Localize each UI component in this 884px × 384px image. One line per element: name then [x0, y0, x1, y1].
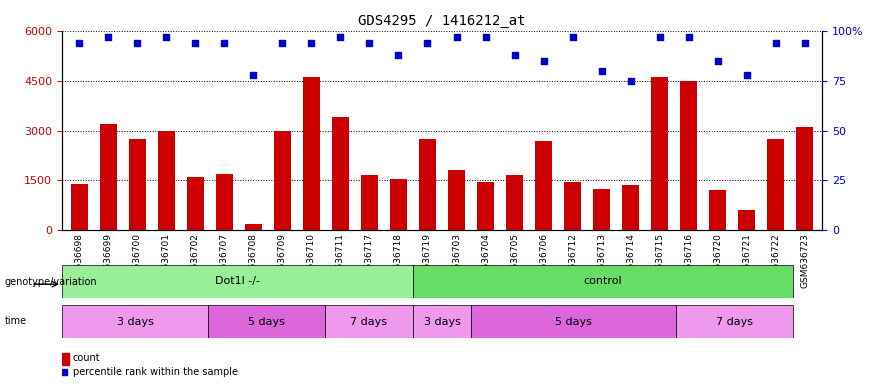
Point: [421, 40, 435, 46]
Bar: [332, 117, 349, 230]
Point: [188, 40, 202, 46]
Point: [566, 34, 580, 40]
Point: [362, 40, 377, 46]
Bar: [651, 77, 668, 230]
Point: [217, 40, 232, 46]
Bar: [274, 131, 291, 230]
Bar: [767, 139, 784, 230]
Point: [652, 34, 667, 40]
Text: count: count: [73, 353, 101, 363]
FancyBboxPatch shape: [325, 305, 413, 338]
Point: [102, 34, 116, 40]
Text: Dot1l -/-: Dot1l -/-: [215, 276, 260, 286]
FancyBboxPatch shape: [208, 305, 325, 338]
Point: [711, 58, 725, 64]
Bar: [506, 175, 523, 230]
Bar: [216, 174, 233, 230]
Bar: [419, 139, 436, 230]
Bar: [128, 139, 146, 230]
Bar: [535, 141, 552, 230]
Text: 3 days: 3 days: [423, 316, 461, 327]
Bar: [738, 210, 756, 230]
Point: [682, 34, 696, 40]
Text: 7 days: 7 days: [350, 316, 387, 327]
Text: time: time: [4, 316, 27, 326]
Point: [768, 40, 782, 46]
Title: GDS4295 / 1416212_at: GDS4295 / 1416212_at: [358, 14, 526, 28]
Bar: [593, 189, 610, 230]
FancyBboxPatch shape: [471, 305, 676, 338]
Bar: [476, 182, 494, 230]
Point: [623, 78, 637, 84]
Bar: [71, 184, 88, 230]
Point: [449, 34, 463, 40]
Point: [507, 51, 522, 58]
Text: 5 days: 5 days: [555, 316, 592, 327]
Bar: [796, 127, 813, 230]
Point: [333, 34, 347, 40]
FancyBboxPatch shape: [62, 305, 208, 338]
Point: [130, 40, 144, 46]
Point: [478, 34, 492, 40]
Point: [247, 71, 261, 78]
FancyBboxPatch shape: [676, 305, 793, 338]
Bar: [564, 182, 582, 230]
FancyBboxPatch shape: [62, 265, 413, 298]
Text: genotype/variation: genotype/variation: [4, 277, 97, 287]
Bar: [302, 77, 320, 230]
Point: [159, 34, 173, 40]
Text: control: control: [583, 276, 622, 286]
Point: [275, 40, 289, 46]
Bar: [709, 190, 727, 230]
FancyBboxPatch shape: [413, 265, 793, 298]
FancyBboxPatch shape: [413, 305, 471, 338]
Text: 3 days: 3 days: [117, 316, 154, 327]
Point: [797, 40, 812, 46]
Point: [392, 51, 406, 58]
Bar: [361, 175, 378, 230]
Bar: [680, 81, 697, 230]
Point: [304, 40, 318, 46]
Text: 7 days: 7 days: [716, 316, 753, 327]
Bar: [187, 177, 204, 230]
Bar: [390, 179, 408, 230]
Bar: [62, 353, 69, 365]
Bar: [622, 185, 639, 230]
Bar: [157, 131, 175, 230]
Point: [72, 40, 87, 46]
Point: [537, 58, 551, 64]
Point: [740, 71, 754, 78]
Bar: [448, 170, 465, 230]
Bar: [245, 224, 262, 230]
Bar: [100, 124, 117, 230]
Point: [296, 292, 310, 298]
Text: 5 days: 5 days: [248, 316, 285, 327]
Point: [595, 68, 609, 74]
Text: percentile rank within the sample: percentile rank within the sample: [73, 367, 238, 377]
